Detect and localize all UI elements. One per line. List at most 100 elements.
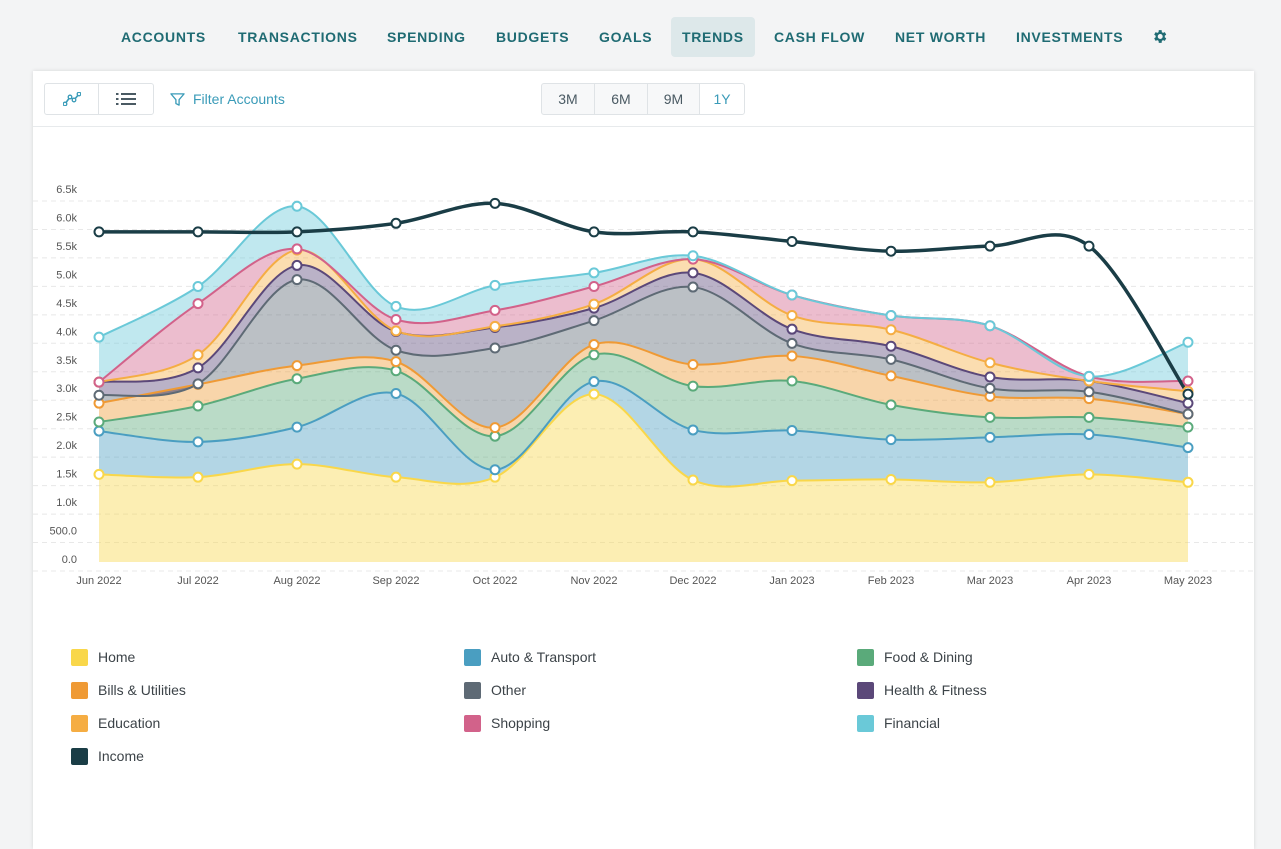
legend-item[interactable]: Health & Fitness: [857, 680, 987, 700]
data-point[interactable]: [984, 476, 996, 488]
data-point[interactable]: [489, 279, 501, 291]
legend-item[interactable]: Income: [71, 746, 144, 766]
data-point[interactable]: [786, 323, 798, 335]
data-point[interactable]: [93, 425, 105, 437]
range-6m-button[interactable]: 6M: [594, 83, 648, 115]
list-view-button[interactable]: [98, 83, 154, 115]
chart-view-button[interactable]: [44, 83, 99, 115]
income-point[interactable]: [885, 245, 897, 257]
range-1y-button[interactable]: 1Y: [699, 83, 745, 115]
data-point[interactable]: [390, 471, 402, 483]
data-point[interactable]: [984, 411, 996, 423]
income-point[interactable]: [687, 226, 699, 238]
data-point[interactable]: [687, 424, 699, 436]
data-point[interactable]: [291, 274, 303, 286]
data-point[interactable]: [1182, 408, 1194, 420]
data-point[interactable]: [687, 267, 699, 279]
data-point[interactable]: [786, 289, 798, 301]
data-point[interactable]: [291, 421, 303, 433]
data-point[interactable]: [885, 340, 897, 352]
range-9m-button[interactable]: 9M: [647, 83, 700, 115]
nav-transactions[interactable]: TRANSACTIONS: [238, 29, 358, 45]
filter-accounts-button[interactable]: Filter Accounts: [170, 89, 285, 109]
data-point[interactable]: [1083, 370, 1095, 382]
data-point[interactable]: [390, 344, 402, 356]
data-point[interactable]: [786, 375, 798, 387]
income-point[interactable]: [291, 226, 303, 238]
data-point[interactable]: [588, 267, 600, 279]
data-point[interactable]: [1182, 336, 1194, 348]
nav-trends[interactable]: TRENDS: [671, 17, 755, 57]
legend-item[interactable]: Other: [464, 680, 526, 700]
legend-item[interactable]: Auto & Transport: [464, 647, 596, 667]
data-point[interactable]: [192, 349, 204, 361]
data-point[interactable]: [885, 324, 897, 336]
data-point[interactable]: [588, 349, 600, 361]
data-point[interactable]: [885, 310, 897, 322]
nav-goals[interactable]: GOALS: [599, 29, 653, 45]
income-point[interactable]: [588, 226, 600, 238]
data-point[interactable]: [192, 378, 204, 390]
data-point[interactable]: [291, 243, 303, 255]
data-point[interactable]: [489, 304, 501, 316]
data-point[interactable]: [786, 337, 798, 349]
legend-item[interactable]: Home: [71, 647, 135, 667]
data-point[interactable]: [588, 376, 600, 388]
data-point[interactable]: [192, 362, 204, 374]
data-point[interactable]: [390, 356, 402, 368]
data-point[interactable]: [588, 315, 600, 327]
data-point[interactable]: [1083, 411, 1095, 423]
data-point[interactable]: [489, 464, 501, 476]
data-point[interactable]: [192, 298, 204, 310]
data-point[interactable]: [291, 200, 303, 212]
data-point[interactable]: [93, 389, 105, 401]
data-point[interactable]: [885, 353, 897, 365]
data-point[interactable]: [390, 314, 402, 326]
data-point[interactable]: [1182, 476, 1194, 488]
income-point[interactable]: [192, 226, 204, 238]
data-point[interactable]: [588, 388, 600, 400]
legend-item[interactable]: Bills & Utilities: [71, 680, 186, 700]
data-point[interactable]: [1182, 421, 1194, 433]
nav-spending[interactable]: SPENDING: [387, 29, 466, 45]
data-point[interactable]: [786, 310, 798, 322]
data-point[interactable]: [93, 416, 105, 428]
data-point[interactable]: [489, 342, 501, 354]
data-point[interactable]: [1182, 375, 1194, 387]
data-point[interactable]: [687, 358, 699, 370]
data-point[interactable]: [588, 298, 600, 310]
legend-item[interactable]: Financial: [857, 713, 940, 733]
legend-item[interactable]: Shopping: [464, 713, 550, 733]
data-point[interactable]: [1182, 442, 1194, 454]
data-point[interactable]: [390, 365, 402, 377]
data-point[interactable]: [687, 474, 699, 486]
data-point[interactable]: [786, 425, 798, 437]
data-point[interactable]: [588, 280, 600, 292]
nav-net-worth[interactable]: NET WORTH: [895, 29, 987, 45]
data-point[interactable]: [885, 399, 897, 411]
data-point[interactable]: [93, 331, 105, 343]
income-point[interactable]: [93, 226, 105, 238]
nav-accounts[interactable]: ACCOUNTS: [121, 29, 206, 45]
data-point[interactable]: [786, 475, 798, 487]
range-3m-button[interactable]: 3M: [541, 83, 595, 115]
data-point[interactable]: [192, 471, 204, 483]
data-point[interactable]: [1182, 397, 1194, 409]
data-point[interactable]: [192, 436, 204, 448]
nav-investments[interactable]: INVESTMENTS: [1016, 29, 1124, 45]
data-point[interactable]: [1083, 468, 1095, 480]
income-point[interactable]: [984, 240, 996, 252]
data-point[interactable]: [885, 370, 897, 382]
data-point[interactable]: [390, 388, 402, 400]
data-point[interactable]: [588, 339, 600, 351]
income-point[interactable]: [489, 197, 501, 209]
nav-cash-flow[interactable]: CASH FLOW: [774, 29, 866, 45]
data-point[interactable]: [984, 382, 996, 394]
data-point[interactable]: [192, 400, 204, 412]
data-point[interactable]: [687, 380, 699, 392]
data-point[interactable]: [291, 458, 303, 470]
income-point[interactable]: [1182, 388, 1194, 400]
data-point[interactable]: [489, 422, 501, 434]
data-point[interactable]: [687, 281, 699, 293]
data-point[interactable]: [687, 250, 699, 262]
